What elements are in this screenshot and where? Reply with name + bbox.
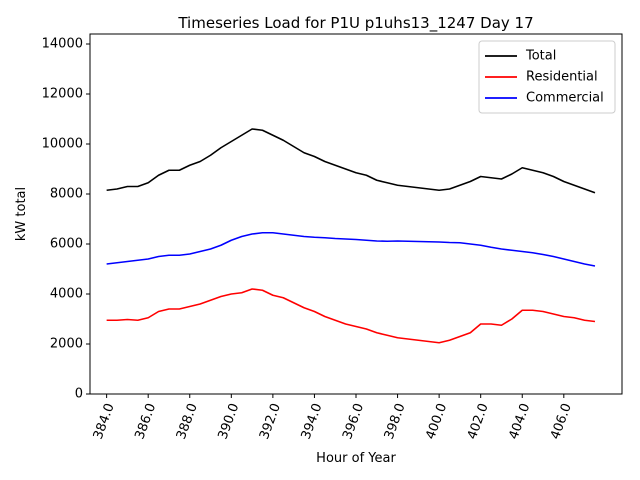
x-tick-label: 388.0 — [174, 401, 201, 441]
series-line-commercial — [106, 231, 596, 267]
x-tick-label: 392.0 — [257, 401, 284, 441]
x-tick-label: 386.0 — [132, 401, 159, 441]
x-axis: 384.0 386.0 388.0 390.0 392.0 394.0 396.0 398.0… — [91, 394, 575, 442]
y-tick-label: 2000 — [50, 337, 83, 352]
y-tick-label: 8000 — [50, 187, 83, 202]
y-tick-label: 12000 — [42, 87, 83, 102]
y-tick-label: 14000 — [42, 37, 83, 52]
x-tick-label: 406.0 — [548, 401, 575, 441]
series-line-total — [106, 128, 596, 194]
legend-items: Total Residential Commercial — [485, 49, 604, 106]
x-tick-label: 400.0 — [423, 401, 450, 441]
x-tick-label: 402.0 — [465, 401, 492, 441]
legend-label-commercial: Commercial — [526, 91, 604, 106]
y-tick-label: 10000 — [42, 137, 83, 152]
y-tick-label: 0 — [75, 387, 83, 402]
x-tick-label: 396.0 — [340, 401, 367, 441]
chart-title: Timeseries Load for P1U p1uhs13_1247 Day… — [177, 14, 533, 33]
legend-box — [478, 40, 616, 114]
x-tick-label: 398.0 — [382, 401, 409, 441]
y-tick-label: 4000 — [50, 287, 83, 302]
series-line-residential — [106, 288, 596, 344]
x-tick-label: 384.0 — [91, 401, 118, 441]
legend-label-total: Total — [525, 49, 556, 64]
y-tick-label: 6000 — [50, 237, 83, 252]
x-tick-label: 404.0 — [506, 401, 533, 441]
y-axis-label: kW total — [14, 187, 29, 241]
x-axis-label: Hour of Year — [316, 451, 396, 466]
legend-label-residential: Residential — [526, 70, 598, 85]
plot-lines — [106, 128, 596, 344]
x-tick-label: 394.0 — [299, 401, 326, 441]
y-axis: 0 2000 4000 6000 8000 10000 12000 14000 — [42, 37, 90, 402]
legend: Total Residential Commercial — [478, 40, 616, 114]
x-tick-label: 390.0 — [216, 401, 243, 441]
